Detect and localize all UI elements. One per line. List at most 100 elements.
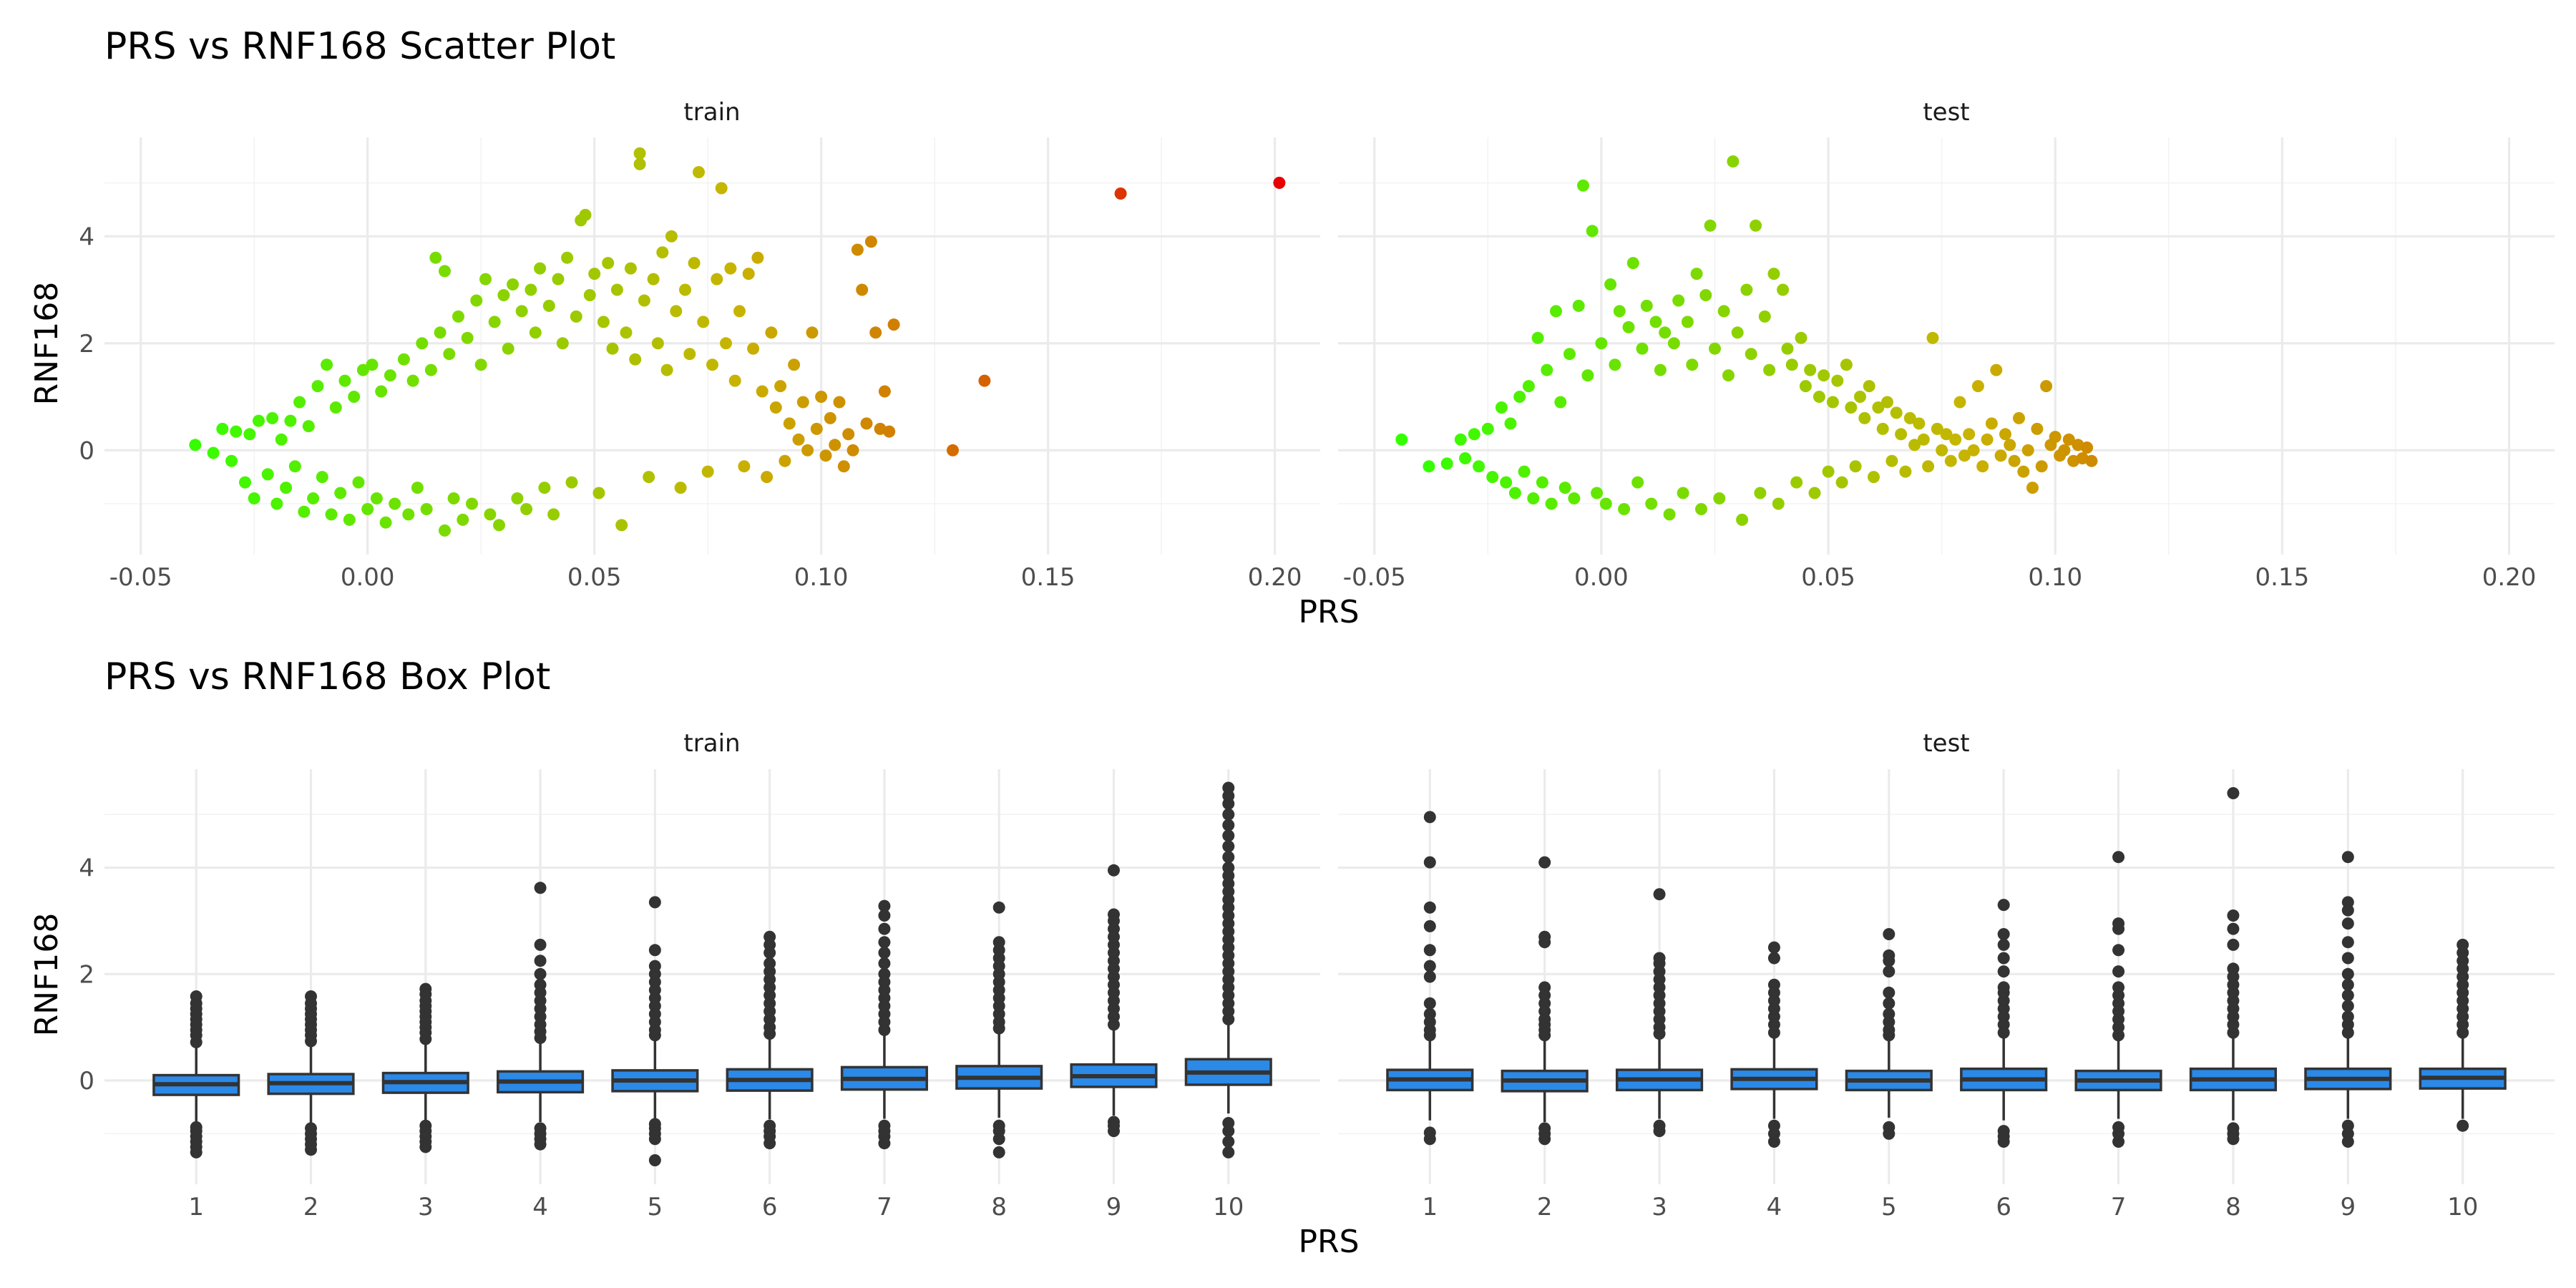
scatter-point (402, 508, 415, 521)
box-plot-title: PRS vs RNF168 Box Plot (104, 655, 550, 698)
box-test-8 (2189, 787, 2278, 1146)
scatter-point (361, 503, 374, 515)
box-outlier (1222, 1136, 1235, 1148)
box-outlier (2341, 978, 2354, 991)
scatter-point (1704, 219, 1717, 232)
scatter-point (697, 316, 710, 328)
scatter-point (1913, 417, 1926, 430)
scatter-point (2008, 454, 2021, 467)
scatter-point (207, 447, 220, 459)
scatter-point (493, 519, 505, 532)
scatter-point (629, 353, 642, 366)
scatter-point (1591, 487, 1604, 499)
scatter-point (801, 444, 814, 457)
scatter-point (348, 391, 361, 403)
scatter-point (665, 230, 678, 243)
x-tick-label: 2 (1537, 1193, 1553, 1221)
scatter-point (447, 492, 460, 504)
scatter-point (216, 422, 229, 435)
scatter-point (1931, 422, 1943, 435)
x-tick-label: 8 (2225, 1193, 2241, 1221)
x-tick-label: 0.20 (1248, 563, 1302, 592)
scatter-point (542, 299, 555, 312)
scatter-point (1868, 471, 1880, 484)
x-tick-label: -0.05 (1343, 563, 1406, 592)
scatter-point (1926, 331, 1939, 344)
scatter-point (1686, 358, 1699, 371)
box-test-9 (2304, 851, 2392, 1148)
box-train-10 (1184, 781, 1272, 1158)
box-outlier (1997, 965, 2010, 978)
x-tick-label: 0.10 (2028, 563, 2082, 592)
box-test-5 (1845, 928, 1933, 1140)
scatter-point (1808, 487, 1821, 499)
scatter-point (878, 385, 891, 398)
scatter-point (1890, 406, 1903, 419)
scatter-point (643, 471, 655, 484)
scatter-point (1531, 331, 1544, 344)
scatter-point (693, 166, 705, 179)
scatter-point (429, 251, 442, 264)
box-train-4 (497, 882, 585, 1151)
box-outlier (1883, 965, 1896, 978)
scatter-point (379, 516, 392, 529)
scatter-point (1654, 364, 1667, 376)
scatter-point (651, 337, 664, 350)
box-outlier (2341, 989, 2354, 1002)
scatter-y-axis-title: RNF168 (29, 282, 65, 406)
scatter-point (1922, 460, 1935, 473)
scatter-point (1541, 364, 1553, 376)
scatter-point (189, 439, 202, 452)
scatter-point (538, 482, 551, 494)
x-tick-label: 10 (2447, 1193, 2478, 1221)
scatter-point (620, 326, 633, 339)
scatter-point (547, 508, 560, 521)
box-outlier (2112, 1121, 2125, 1133)
box-test-6 (1960, 899, 2048, 1148)
scatter-point (1795, 331, 1807, 344)
box-outlier (2227, 909, 2240, 922)
scatter-point (751, 251, 764, 264)
scatter-point (779, 454, 791, 467)
box-outlier (2341, 967, 2354, 980)
box-outlier (534, 1122, 547, 1135)
scatter-point (856, 283, 869, 296)
scatter-point (275, 433, 288, 446)
box-outlier (419, 1119, 432, 1132)
box-test-4 (1730, 941, 1818, 1148)
scatter-point (1750, 219, 1762, 232)
scatter-point (474, 358, 487, 371)
scatter-point (610, 283, 623, 296)
box-outlier (878, 922, 891, 935)
scatter-point (1522, 380, 1535, 393)
box-outlier (1883, 928, 1896, 940)
scatter-point (1772, 497, 1785, 510)
scatter-point (1677, 487, 1689, 499)
scatter-point (1895, 428, 1908, 441)
box-outlier (1997, 952, 2010, 965)
scatter-point (788, 358, 801, 371)
scatter-point (1631, 476, 1644, 489)
scatter-point (2040, 380, 2053, 393)
scatter-point (1872, 401, 1885, 414)
x-tick-label: 0.05 (1801, 563, 1855, 592)
x-tick-label: 1 (1422, 1193, 1438, 1221)
box-outlier (1423, 901, 1436, 914)
scatter-point (1699, 289, 1712, 301)
scatter-point (406, 374, 419, 387)
x-tick-label: 6 (1996, 1193, 2011, 1221)
scatter-point (2058, 444, 2071, 457)
scatter-point (883, 425, 896, 438)
scatter-point (1727, 155, 1740, 168)
scatter-point (1736, 513, 1749, 526)
scatter-point (384, 369, 396, 382)
scatter-plot-title: PRS vs RNF168 Scatter Plot (104, 25, 615, 68)
scatter-point (261, 468, 274, 481)
box-outlier (2112, 851, 2125, 864)
box-outlier (1997, 928, 2010, 940)
box-outlier (878, 967, 891, 980)
scatter-point (615, 519, 628, 532)
box-outlier (2227, 1122, 2240, 1135)
scatter-point (1613, 305, 1626, 318)
box-outlier (992, 901, 1005, 914)
